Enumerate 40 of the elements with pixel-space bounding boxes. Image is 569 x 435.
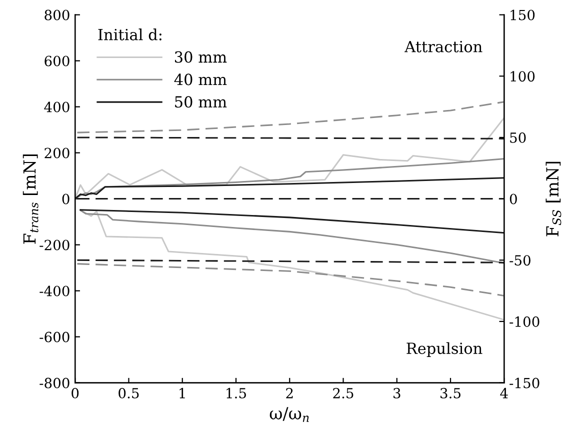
y-tick-label: 400 — [44, 102, 70, 112]
legend-label: 40 mm — [174, 74, 227, 86]
y2-tick-label: 50 — [510, 132, 526, 143]
y2-tick-label: 0 — [510, 194, 517, 204]
y-tick-label: 600 — [44, 56, 70, 66]
y2-tick-label: -150 — [510, 378, 540, 388]
x-tick-label: 3 — [394, 388, 400, 398]
x-tick-label: 4 — [500, 388, 508, 398]
y2-tick-label: 100 — [510, 71, 535, 82]
line-series — [80, 210, 504, 264]
y2-axis-title: F$_{SS}$ [mN] — [546, 162, 562, 236]
y-tick-label: 800 — [44, 10, 70, 20]
x-axis-title: ω/ω$_{n}$ — [270, 407, 309, 422]
y-tick-label: -200 — [40, 240, 70, 250]
line-series — [75, 117, 504, 200]
x-tick-label: 0 — [72, 388, 79, 398]
x-tick-label: 2 — [286, 388, 293, 398]
x-tick-label: 0.5 — [118, 388, 139, 398]
y2-tick-label: -100 — [510, 316, 540, 327]
annotation: Repulsion — [406, 342, 482, 358]
x-tick-label: 3.5 — [440, 388, 460, 398]
y2-tick-label: 150 — [510, 10, 535, 20]
y2-tick-label: -50 — [510, 255, 530, 266]
y-tick-label: -600 — [40, 332, 70, 342]
y-tick-label: 200 — [44, 148, 70, 158]
line-series — [80, 209, 504, 234]
line-series — [75, 158, 504, 200]
legend-label: 30 mm — [174, 51, 227, 63]
legend-title: Initial d: — [98, 28, 162, 40]
y-tick-label: 0 — [62, 194, 70, 204]
x-tick-label: 2.5 — [333, 388, 354, 398]
x-tick-label: 1 — [180, 388, 185, 398]
x-tick-label: 1.5 — [226, 388, 246, 398]
y-axis-title: F$_{trans}$ [mN] — [22, 154, 38, 244]
annotation: Attraction — [404, 40, 482, 52]
y-tick-label: -800 — [40, 378, 70, 388]
line-series — [80, 210, 504, 321]
y-tick-label: -400 — [40, 286, 70, 296]
line-series — [76, 263, 504, 296]
legend-label: 50 mm — [175, 96, 227, 108]
